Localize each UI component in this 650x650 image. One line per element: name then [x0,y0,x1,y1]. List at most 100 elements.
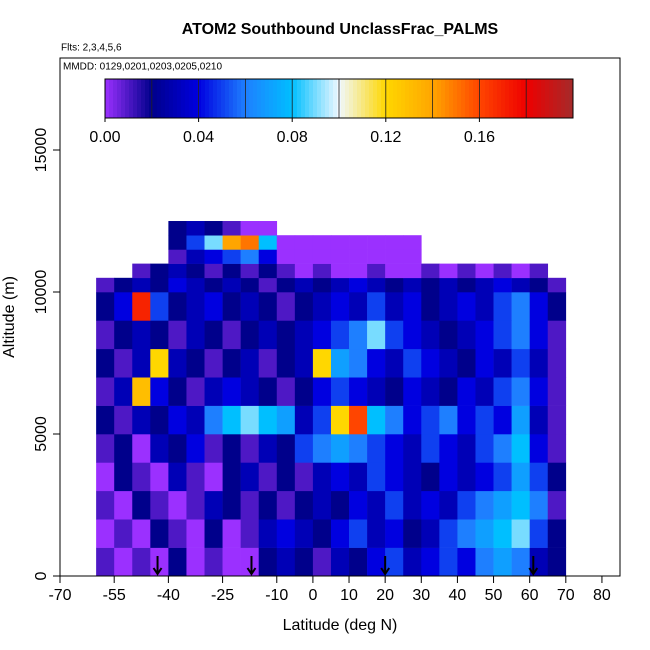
heat-cell [168,377,187,406]
heat-cell [403,348,422,378]
colorbar-swatch [285,79,290,118]
heat-cell [529,377,549,406]
heat-cell [367,263,386,279]
heat-cell [204,221,223,236]
x-tick-label: 50 [485,587,503,604]
colorbar-swatch [497,79,502,118]
y-tick-label: 10000 [33,270,50,315]
flight-arrow [246,556,257,576]
heat-cell [439,519,458,548]
x-tick-label: 0 [308,587,317,604]
heat-cell [439,462,458,492]
colorbar-swatch [125,79,130,118]
heat-cell [475,434,494,463]
colorbar-swatch [345,79,350,118]
heat-cell [367,235,386,250]
heat-cell [96,547,115,577]
heat-cell [168,320,187,350]
heat-cell [421,377,440,406]
heat-cell [475,462,494,492]
colorbar-swatch [425,79,430,118]
heat-cell [96,434,115,463]
heat-cell [367,348,386,378]
colorbar-swatch [469,79,474,118]
colorbar-swatch [525,79,530,118]
heat-cell [168,249,187,264]
heat-cell [258,519,278,548]
heat-cell [475,263,494,279]
heat-cell [168,263,187,279]
heat-cell [222,405,241,435]
heat-cell [258,221,278,236]
colorbar-swatch [393,79,398,118]
heat-cell [330,434,350,463]
heat-cell [240,292,260,321]
heat-cell [547,320,567,350]
colorbar-swatch [521,79,526,118]
heat-cell [529,348,549,378]
colorbar-swatch [557,79,562,118]
colorbar-swatch [413,79,418,118]
heat-cell [421,434,440,463]
heat-cell [258,405,278,435]
heat-cell [439,292,458,321]
x-tick-label: -70 [48,587,71,604]
subtitle: Flts: 2,3,4,5,6 [61,43,122,54]
colorbar-swatch [465,79,470,118]
heat-cell [385,519,404,548]
heat-cell [186,434,205,463]
heat-cell [276,263,296,279]
heat-cell [150,519,169,548]
heat-cell [385,462,404,492]
heat-cell [150,320,169,350]
colorbar-swatch [553,79,558,118]
heat-cell [294,377,314,406]
heat-cell [439,348,458,378]
heat-cell [547,377,567,406]
heat-cell [168,348,187,378]
heat-cell [330,547,350,577]
heat-cell [312,249,332,264]
colorbar-swatch [257,79,262,118]
heat-cell [204,320,223,350]
heat-cell [114,405,133,435]
colorbar-swatch [489,79,494,118]
heat-cell [294,462,314,492]
colorbar-swatch [169,79,174,118]
x-tick-label: -10 [265,587,288,604]
colorbar-swatch [177,79,182,118]
colorbar-swatch [241,79,246,118]
heat-cell [240,462,260,492]
colorbar-swatch [509,79,514,118]
heat-cell [367,519,386,548]
heat-cell [493,320,512,350]
heat-cell [204,490,223,520]
heat-cell [330,490,350,520]
colorbar-swatch [325,79,330,118]
heat-cell [403,320,422,350]
x-tick-label: 80 [593,587,611,604]
y-tick-label: 15000 [33,128,50,173]
colorbar-swatch [221,79,226,118]
heat-cell [312,348,332,378]
colorbar-swatch [149,79,154,118]
heat-cell [385,348,404,378]
heat-cell [349,277,368,293]
colorbar-swatch [209,79,214,118]
heat-cell [493,277,512,293]
heat-cell [258,263,278,279]
heat-cell [240,320,260,350]
heat-cell [132,547,151,577]
heat-cell [439,547,458,577]
heat-cell [96,320,115,350]
heat-cell [276,277,296,293]
heat-cell [258,462,278,492]
heat-cell [367,320,386,350]
colorbar-swatch [305,79,310,118]
heat-cell [294,348,314,378]
colorbar-swatch [529,79,534,118]
heat-cell [132,462,151,492]
x-tick-label: 30 [412,587,430,604]
heat-cell [204,263,223,279]
